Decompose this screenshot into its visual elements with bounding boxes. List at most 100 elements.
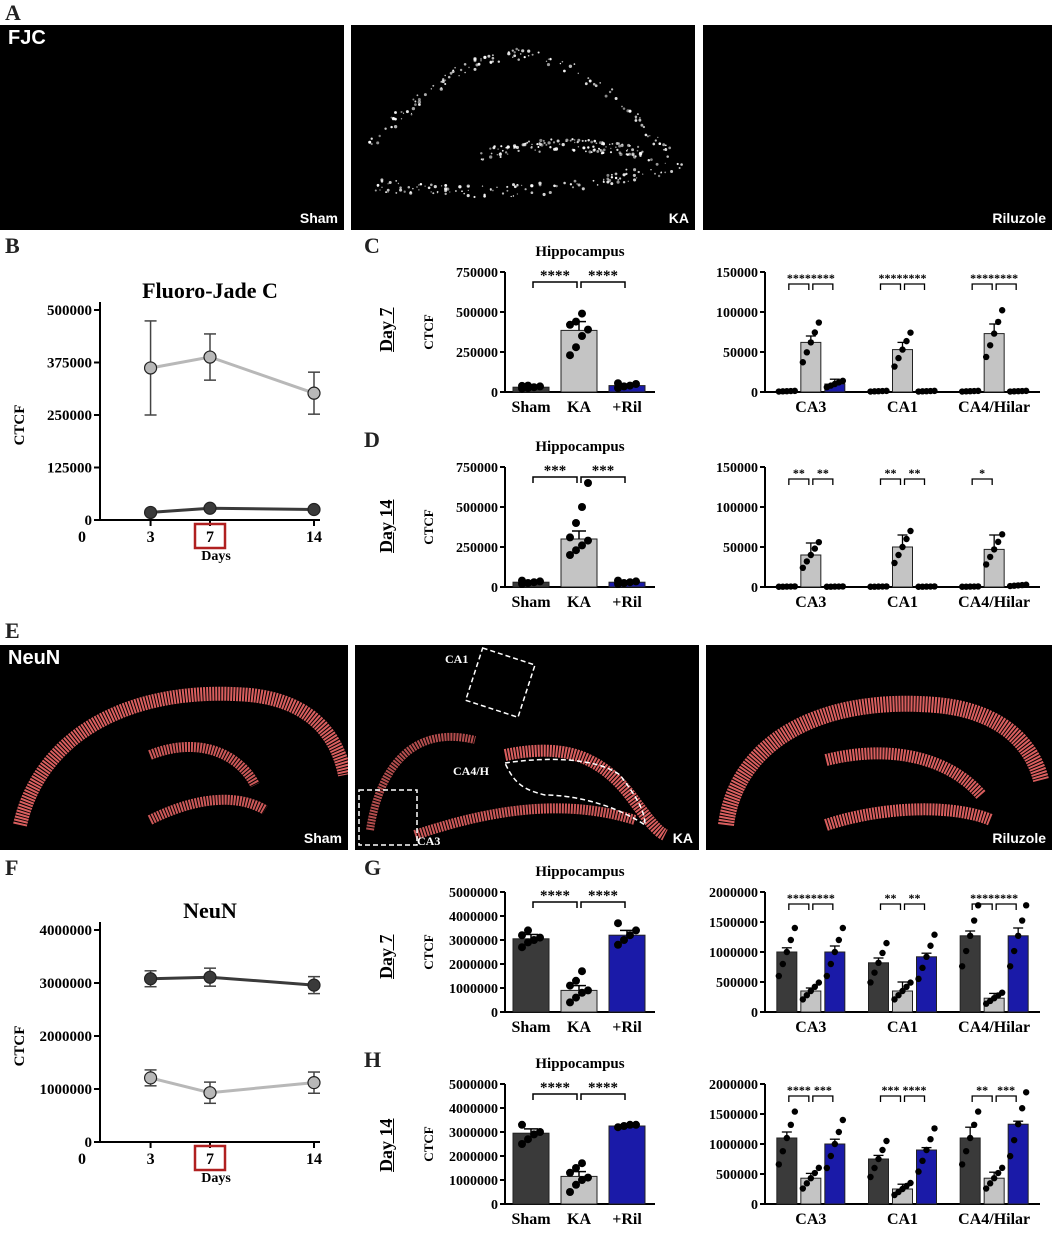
fjc-speck — [520, 184, 523, 187]
fjc-speck — [599, 148, 602, 151]
fjc-speck — [473, 67, 477, 71]
data-dot — [632, 926, 640, 935]
fjc-speck — [475, 63, 479, 67]
fjc-speck — [417, 100, 422, 104]
neun-region-ca4h: CA4/H — [453, 764, 490, 778]
x-tick-label: 3 — [147, 529, 155, 546]
y-tick-label: 0 — [491, 1006, 498, 1021]
chart-title: Hippocampus — [535, 864, 624, 880]
fjc-speck — [516, 193, 519, 195]
data-dot — [903, 337, 910, 345]
fjc-speck — [628, 152, 631, 156]
chart-h-hippocampus: Hippocampus 0 1000000 2000000 3000000 4000000… — [421, 1056, 655, 1228]
fjc-speck — [517, 149, 520, 153]
data-dot — [536, 1128, 544, 1136]
data-dot — [895, 992, 902, 999]
fjc-speck — [521, 49, 525, 53]
fjc-speck — [638, 118, 642, 122]
significance-bracket — [532, 901, 578, 908]
x-axis-label: Days — [201, 1171, 231, 1186]
y-tick-label: 4000000 — [449, 1102, 498, 1117]
fjc-speck — [660, 171, 662, 174]
fjc-speck — [634, 115, 638, 119]
data-dot — [815, 1164, 823, 1172]
fjc-speck — [629, 145, 631, 147]
fjc-speck — [546, 63, 551, 67]
bar-ril — [608, 934, 646, 1013]
fjc-micrograph-sham: FJC Sham — [0, 25, 344, 230]
y-tick-label: 2000000 — [709, 886, 758, 901]
significance-bracket — [532, 281, 578, 288]
fjc-speck — [451, 70, 455, 74]
fjc-label-ka: KA — [668, 210, 689, 226]
fjc-speck — [666, 155, 669, 158]
fjc-speck — [414, 103, 417, 106]
y-tick-label: 4000000 — [40, 923, 93, 939]
y-tick-label: 1500000 — [709, 916, 758, 931]
fjc-speck — [610, 173, 613, 176]
fjc-speck — [642, 125, 646, 129]
x-tick-label: CA1 — [887, 1019, 918, 1036]
data-dot — [927, 942, 934, 949]
fjc-speck — [547, 141, 551, 145]
data-dot — [620, 1122, 628, 1130]
fjc-speck — [636, 145, 640, 149]
data-dot — [875, 1155, 882, 1163]
data-dot — [827, 960, 835, 968]
data-dot — [614, 919, 622, 928]
fjc-speck — [626, 148, 629, 151]
x-tick-label: Sham — [511, 1211, 551, 1228]
fjc-speck — [550, 138, 553, 141]
data-dot — [915, 1168, 922, 1175]
fjc-speck — [524, 188, 527, 191]
fjc-speck — [444, 192, 447, 196]
series-line — [150, 975, 315, 987]
fjc-speck — [491, 56, 495, 60]
data-dot — [1022, 902, 1030, 909]
data-dot — [839, 1116, 847, 1124]
significance-label: **** — [879, 271, 903, 285]
significance-bracket — [995, 903, 1017, 910]
fjc-speck — [506, 185, 509, 189]
y-tick-label: 2000000 — [40, 1029, 93, 1045]
fjc-speck — [636, 113, 639, 116]
bar — [800, 341, 822, 393]
fjc-speck — [545, 60, 548, 62]
y-tick-label: 50000 — [723, 541, 758, 556]
fjc-speck — [649, 135, 651, 137]
fjc-speck — [531, 146, 533, 148]
x-tick-label: KA — [567, 1019, 591, 1036]
fjc-speck — [464, 71, 466, 74]
data-dot — [986, 1180, 994, 1187]
y-tick-label: 5000000 — [449, 1078, 498, 1093]
fjc-speck — [563, 181, 566, 185]
data-dot — [883, 387, 890, 395]
data-dot — [815, 539, 823, 546]
data-dot — [931, 1125, 938, 1132]
fjc-speck — [538, 150, 541, 153]
fjc-speck — [577, 183, 581, 187]
fjc-speck — [622, 180, 626, 184]
y-tick-label: 2000000 — [709, 1078, 758, 1093]
data-point — [143, 972, 158, 986]
fjc-speck — [657, 174, 661, 178]
data-dot — [998, 1164, 1006, 1172]
fjc-speck — [523, 56, 526, 59]
data-dot — [1022, 1089, 1030, 1096]
data-dot — [907, 1179, 914, 1187]
fjc-speck — [390, 116, 393, 119]
data-point — [203, 970, 217, 984]
chart-c-hippocampus: Hippocampus 0 250000 500000 750000 CTCF Sham KA… — [421, 244, 655, 416]
data-dot — [891, 996, 898, 1003]
data-dot — [923, 1146, 930, 1154]
fjc-speck — [440, 185, 443, 187]
neun-micrograph-sham: NeuN Sham — [0, 645, 348, 850]
x-tick-label: CA3 — [795, 1019, 826, 1036]
fjc-speck — [563, 69, 566, 73]
fjc-speck — [640, 123, 644, 127]
significance-bracket — [788, 478, 810, 485]
fjc-speck — [638, 152, 642, 156]
data-dot — [566, 533, 574, 542]
data-dot — [632, 577, 640, 586]
